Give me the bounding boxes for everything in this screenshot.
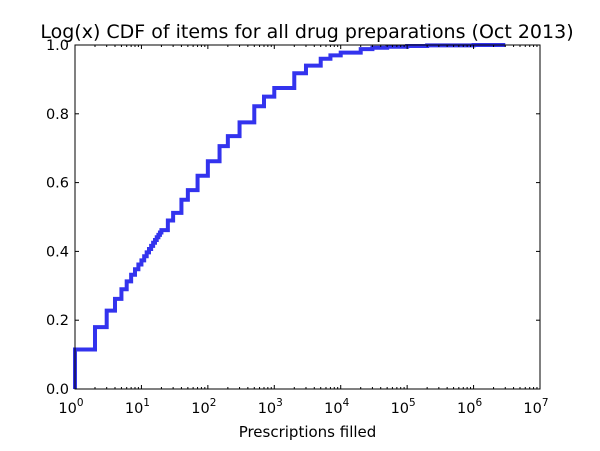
x-tick-label: 103 — [258, 397, 283, 417]
x-axis-label: Prescriptions filled — [239, 423, 377, 441]
x-tick-label: 102 — [191, 397, 216, 417]
y-tick-label: 0.6 — [46, 176, 69, 192]
y-tick-label: 0.2 — [46, 313, 69, 329]
x-tick-label: 105 — [391, 397, 416, 417]
y-tick-label: 1.0 — [46, 38, 69, 54]
x-tick-label: 101 — [125, 397, 150, 417]
x-tick-label: 100 — [58, 397, 83, 417]
axes-frame — [74, 44, 541, 390]
x-tick-label: 107 — [523, 397, 548, 417]
plot-area — [73, 43, 506, 389]
axis-ticks: 100 101 102 103 104 105 106 107 0.0 0.2 0.4 0.6 0.8 1… — [46, 38, 549, 417]
y-tick-label: 0.0 — [46, 382, 69, 398]
cdf-series-line-0 — [73, 43, 506, 389]
y-tick-label: 0.8 — [46, 107, 69, 123]
x-tick-label: 106 — [457, 397, 482, 417]
x-tick-label: 104 — [324, 397, 349, 417]
y-tick-label: 0.4 — [46, 244, 69, 260]
chart-title: Log(x) CDF of items for all drug prepara… — [40, 21, 573, 43]
